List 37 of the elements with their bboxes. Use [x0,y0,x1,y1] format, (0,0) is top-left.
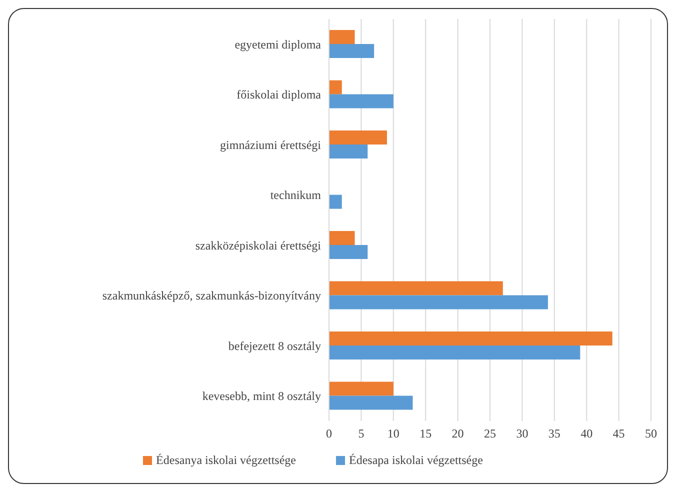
y-tick-label: befejezett 8 osztály [228,338,321,353]
legend-label: Édesapa iskolai végzettsége [349,453,483,467]
bar [329,130,387,145]
x-tick-label: 30 [516,426,528,441]
x-tick-label: 15 [420,426,432,441]
y-tick-label: gimnáziumi érettségi [220,138,322,152]
bar [329,231,355,246]
legend-label: Édesanya iskolai végzettsége [156,453,296,467]
bar [329,44,374,58]
y-tick-label: egyetemi diploma [234,37,322,52]
bar [329,382,394,396]
x-tick-label: 10 [387,426,400,441]
y-tick-label: szakközépiskolai érettségi [195,238,322,252]
y-tick-label: kevesebb, mint 8 osztály [202,389,321,404]
x-tick-label: 5 [358,426,364,441]
rounded-frame: Édesanya iskolai végzettsége Édesapa iskolai végzettsége 0 5 10 15 20 25 30 35 40 45 50 egyetemi diploma főiskolai diploma gimnáziumi érettségi technikum szakközépiskolai érettségi szakmunkásképző, szakmunkás-bizonyítvány befejezett 8 osztály kevesebb, mint 8 osztály [8,8,668,484]
y-tick-label: szakmunkásképző, szakmunkás-bizonyítvány [102,288,321,303]
x-tick-label: 20 [452,426,464,441]
y-tick-label: főiskolai diploma [236,88,322,102]
x-tick-label: 0 [326,426,332,441]
bar [329,80,342,94]
y-tick-label: technikum [270,188,322,202]
bar [329,396,413,410]
bar [329,30,355,44]
x-tick-label: 45 [612,426,625,441]
bar [329,245,368,260]
x-tick-label: 25 [484,426,496,441]
x-tick-label: 50 [645,426,657,441]
bar [329,194,342,209]
x-tick-label: 35 [548,426,560,441]
bar [329,295,548,310]
bar [329,94,394,108]
bar [329,332,612,346]
bar [329,281,503,296]
bar [329,144,368,159]
bar [329,346,580,360]
x-tick-label: 40 [580,426,593,441]
